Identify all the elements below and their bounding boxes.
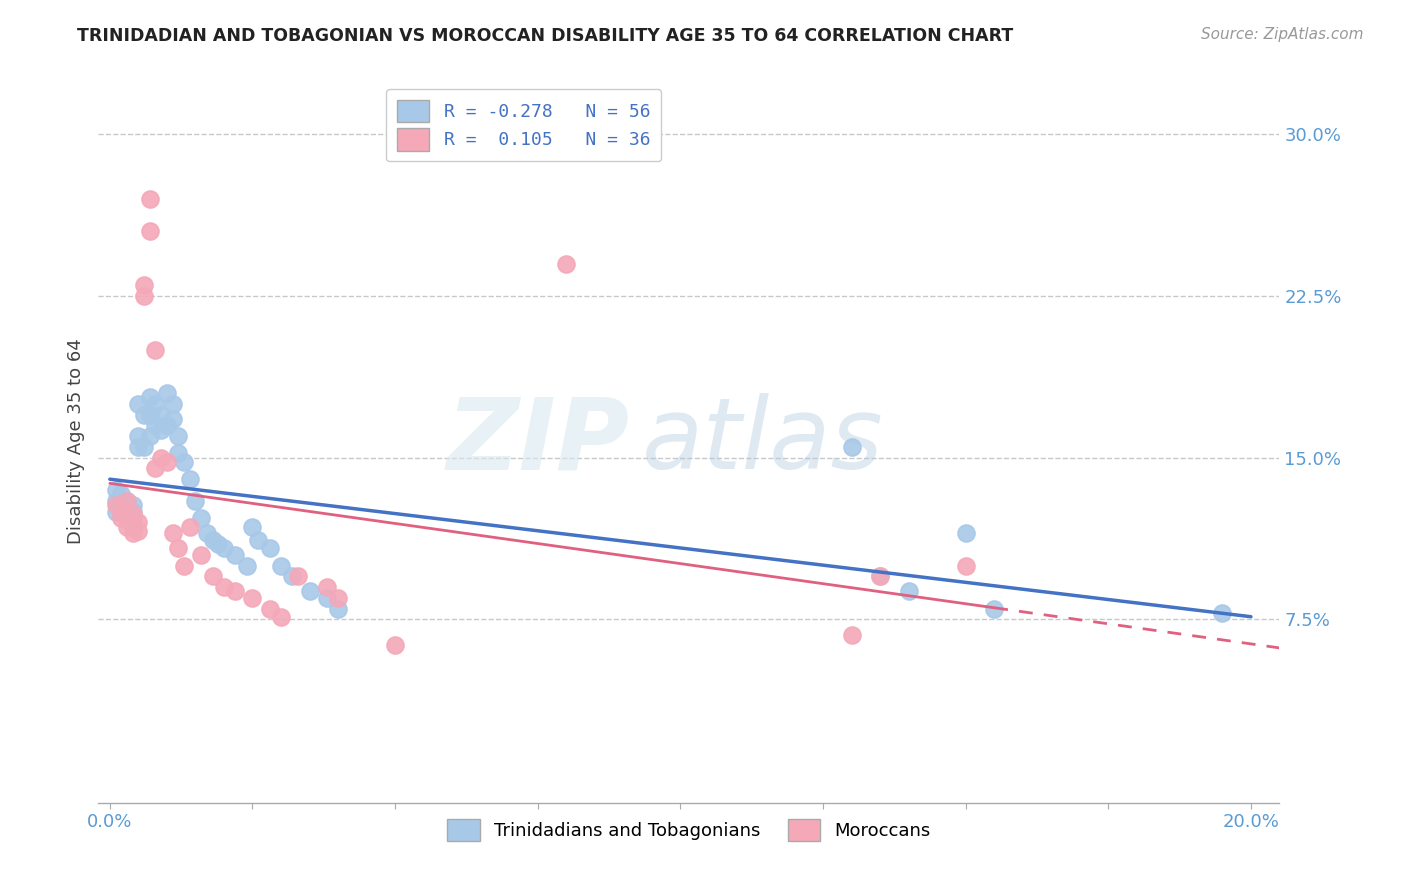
- Point: [224, 584, 246, 599]
- Point: [173, 558, 195, 573]
- Point: [326, 591, 349, 605]
- Point: [139, 408, 162, 422]
- Point: [162, 397, 184, 411]
- Point: [167, 541, 190, 556]
- Point: [145, 397, 167, 411]
- Point: [897, 584, 920, 599]
- Point: [555, 257, 578, 271]
- Point: [287, 569, 309, 583]
- Point: [207, 537, 229, 551]
- Point: [162, 526, 184, 541]
- Point: [139, 192, 162, 206]
- Point: [384, 638, 406, 652]
- Point: [121, 511, 143, 525]
- Point: [104, 483, 127, 497]
- Point: [281, 569, 304, 583]
- Point: [242, 591, 264, 605]
- Point: [132, 440, 155, 454]
- Point: [236, 558, 259, 573]
- Point: [127, 397, 149, 411]
- Point: [983, 601, 1005, 615]
- Point: [110, 505, 132, 519]
- Point: [115, 505, 138, 519]
- Point: [132, 278, 155, 293]
- Point: [127, 429, 149, 443]
- Point: [110, 511, 132, 525]
- Point: [127, 524, 149, 538]
- Point: [127, 516, 149, 530]
- Point: [167, 429, 190, 443]
- Point: [173, 455, 195, 469]
- Point: [150, 450, 173, 465]
- Point: [156, 455, 179, 469]
- Point: [955, 558, 977, 573]
- Point: [104, 505, 127, 519]
- Point: [104, 498, 127, 512]
- Point: [150, 408, 173, 422]
- Point: [110, 505, 132, 519]
- Point: [167, 446, 190, 460]
- Point: [139, 429, 162, 443]
- Point: [212, 541, 235, 556]
- Point: [150, 423, 173, 437]
- Legend: Trinidadians and Tobagonians, Moroccans: Trinidadians and Tobagonians, Moroccans: [440, 812, 938, 848]
- Point: [162, 412, 184, 426]
- Point: [212, 580, 235, 594]
- Point: [115, 493, 138, 508]
- Point: [121, 505, 143, 519]
- Point: [179, 472, 201, 486]
- Point: [115, 498, 138, 512]
- Text: Source: ZipAtlas.com: Source: ZipAtlas.com: [1201, 27, 1364, 42]
- Y-axis label: Disability Age 35 to 64: Disability Age 35 to 64: [66, 339, 84, 544]
- Text: TRINIDADIAN AND TOBAGONIAN VS MOROCCAN DISABILITY AGE 35 TO 64 CORRELATION CHART: TRINIDADIAN AND TOBAGONIAN VS MOROCCAN D…: [77, 27, 1014, 45]
- Text: ZIP: ZIP: [447, 393, 630, 490]
- Point: [841, 627, 863, 641]
- Point: [869, 569, 891, 583]
- Point: [127, 440, 149, 454]
- Point: [1211, 606, 1233, 620]
- Point: [132, 289, 155, 303]
- Point: [110, 498, 132, 512]
- Point: [121, 520, 143, 534]
- Point: [115, 511, 138, 525]
- Point: [139, 224, 162, 238]
- Point: [315, 591, 337, 605]
- Point: [156, 386, 179, 401]
- Point: [315, 580, 337, 594]
- Point: [190, 548, 212, 562]
- Point: [259, 601, 281, 615]
- Point: [145, 418, 167, 433]
- Text: atlas: atlas: [641, 393, 883, 490]
- Point: [190, 511, 212, 525]
- Point: [841, 440, 863, 454]
- Point: [104, 493, 127, 508]
- Point: [179, 520, 201, 534]
- Point: [270, 558, 292, 573]
- Point: [247, 533, 270, 547]
- Point: [145, 461, 167, 475]
- Point: [110, 487, 132, 501]
- Point: [201, 569, 224, 583]
- Point: [955, 526, 977, 541]
- Point: [259, 541, 281, 556]
- Point: [270, 610, 292, 624]
- Point: [139, 390, 162, 404]
- Point: [184, 493, 207, 508]
- Point: [224, 548, 246, 562]
- Point: [869, 569, 891, 583]
- Point: [115, 520, 138, 534]
- Point: [298, 584, 321, 599]
- Point: [156, 418, 179, 433]
- Point: [201, 533, 224, 547]
- Point: [121, 498, 143, 512]
- Point: [242, 520, 264, 534]
- Point: [121, 507, 143, 521]
- Point: [145, 343, 167, 357]
- Point: [132, 408, 155, 422]
- Point: [121, 526, 143, 541]
- Point: [326, 601, 349, 615]
- Point: [195, 526, 218, 541]
- Point: [115, 493, 138, 508]
